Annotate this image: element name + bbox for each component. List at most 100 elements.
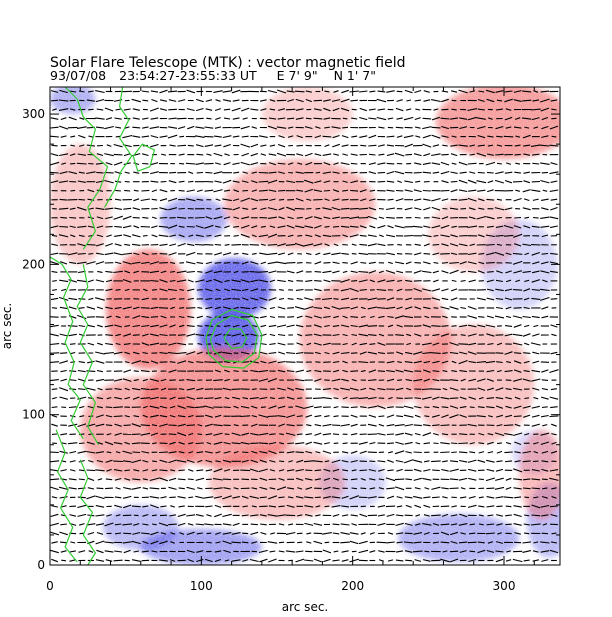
field-vector xyxy=(495,541,504,544)
field-vector xyxy=(468,216,476,220)
field-vector xyxy=(313,324,322,328)
field-vector xyxy=(495,405,503,409)
field-vector xyxy=(469,171,476,174)
field-vector xyxy=(396,541,403,544)
field-vector xyxy=(204,224,214,229)
field-vector xyxy=(314,415,322,418)
field-vector xyxy=(159,459,168,463)
field-vector xyxy=(304,126,313,130)
field-vector xyxy=(394,486,405,491)
field-vector xyxy=(150,414,159,418)
field-vector xyxy=(522,134,531,139)
field-vector xyxy=(433,279,439,283)
field-vector xyxy=(513,405,522,409)
field-vector xyxy=(467,459,477,463)
field-vector xyxy=(512,315,523,319)
field-vector xyxy=(232,324,240,328)
field-vector xyxy=(495,352,504,354)
field-vector xyxy=(415,180,421,183)
field-vector xyxy=(223,450,231,454)
field-vector xyxy=(205,558,213,563)
field-vector xyxy=(150,306,159,310)
field-vector xyxy=(405,559,413,562)
field-vector xyxy=(222,179,232,184)
plot-frame xyxy=(49,86,561,566)
field-vector xyxy=(441,414,449,419)
field-vector xyxy=(449,468,459,472)
field-vector xyxy=(305,334,313,336)
field-vector xyxy=(197,343,203,345)
field-vector xyxy=(142,487,149,490)
field-vector xyxy=(69,505,77,508)
field-vector xyxy=(123,162,131,166)
field-vector xyxy=(124,441,131,445)
field-vector xyxy=(486,468,495,472)
field-vector xyxy=(395,522,404,527)
field-vector xyxy=(77,513,87,517)
field-vector xyxy=(513,523,522,526)
field-vector xyxy=(367,423,377,427)
field-vector xyxy=(360,387,367,391)
field-vector xyxy=(422,126,432,130)
field-vector xyxy=(524,279,530,283)
field-vector xyxy=(385,269,396,274)
field-vector xyxy=(276,324,287,328)
field-vector xyxy=(168,117,177,120)
field-vector xyxy=(251,487,258,490)
field-vector xyxy=(250,523,258,526)
field-vector xyxy=(541,532,549,535)
plot-area xyxy=(50,87,560,565)
field-vector xyxy=(459,513,468,518)
field-vector xyxy=(323,180,331,184)
field-vector xyxy=(286,414,296,419)
field-vector xyxy=(467,261,477,265)
field-vector xyxy=(387,406,394,409)
field-vector xyxy=(69,207,76,210)
field-vector xyxy=(278,351,286,355)
field-vector xyxy=(286,224,295,229)
field-vector xyxy=(341,297,350,301)
field-vector xyxy=(131,261,141,265)
field-vector xyxy=(241,459,249,463)
field-vector xyxy=(432,342,440,346)
field-vector xyxy=(432,333,440,337)
field-vector xyxy=(242,324,249,328)
field-vector xyxy=(196,532,203,535)
field-vector xyxy=(167,90,178,93)
field-vector xyxy=(540,396,549,400)
field-vector xyxy=(331,496,341,499)
field-vector xyxy=(486,505,495,508)
field-vector xyxy=(522,99,532,102)
field-vector xyxy=(250,198,259,202)
field-vector xyxy=(532,261,540,265)
field-vector xyxy=(214,126,222,129)
field-vector xyxy=(322,153,332,156)
field-vector xyxy=(469,406,475,409)
field-vector xyxy=(388,451,393,454)
field-vector xyxy=(414,207,422,211)
field-vector xyxy=(496,361,503,364)
field-vector xyxy=(178,180,185,183)
field-vector xyxy=(50,531,60,536)
field-vector xyxy=(377,307,386,309)
field-vector xyxy=(142,540,149,545)
field-vector xyxy=(195,333,205,337)
field-vector xyxy=(441,153,449,156)
field-vector xyxy=(277,387,286,391)
field-vector xyxy=(295,468,304,472)
field-vector xyxy=(179,532,185,535)
field-vector xyxy=(87,531,95,535)
field-vector xyxy=(159,352,168,355)
field-vector xyxy=(142,469,149,472)
field-vector xyxy=(222,207,232,210)
field-vector xyxy=(449,207,459,210)
field-vector xyxy=(61,559,67,562)
field-vector xyxy=(477,270,485,274)
field-vector xyxy=(449,351,459,355)
field-vector xyxy=(349,540,359,545)
field-vector xyxy=(440,424,450,427)
field-vector xyxy=(494,432,505,437)
field-vector xyxy=(414,559,422,562)
field-vector xyxy=(78,478,85,481)
field-vector xyxy=(340,523,350,526)
